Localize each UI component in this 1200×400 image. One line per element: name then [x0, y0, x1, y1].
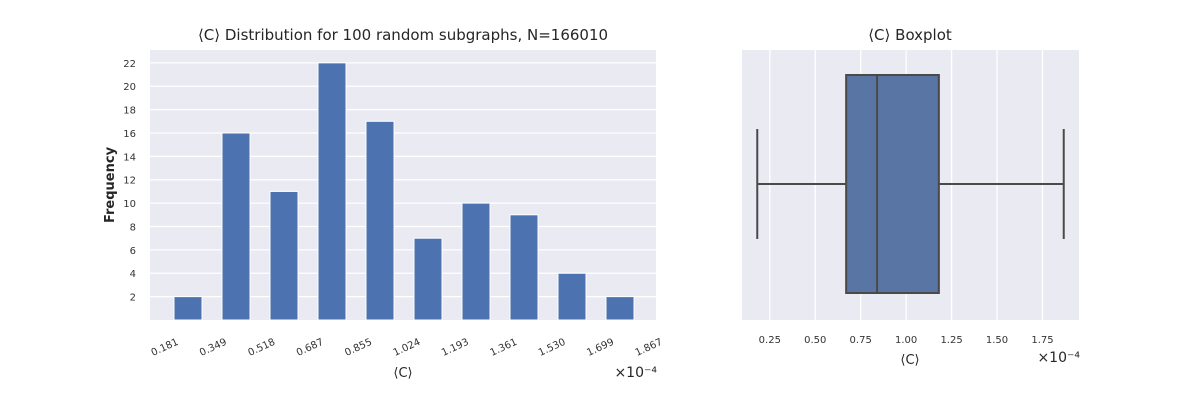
- histogram-x-tick-label: 0.518: [246, 337, 277, 359]
- histogram-x-tick-label: 0.181: [150, 337, 181, 359]
- histogram-x-tick-label: 1.867: [634, 337, 665, 359]
- histogram-title: ⟨C⟩ Distribution for 100 random subgraph…: [198, 26, 608, 44]
- histogram-bars: [173, 62, 635, 321]
- histogram-bar: [413, 237, 443, 321]
- boxplot-x-tick-label: 0.50: [804, 335, 826, 346]
- histogram-y-tick-label: 20: [123, 82, 136, 93]
- histogram-x-offset-label: ×10⁻⁴: [614, 365, 657, 381]
- histogram-bar: [557, 272, 587, 321]
- histogram-bar: [317, 62, 347, 321]
- histogram-y-tick-label: 2: [130, 293, 136, 304]
- boxplot-x-ticks: 0.25 0.50 0.75 1.00 1.25 1.50 1.75: [759, 335, 1054, 346]
- histogram-x-tick-label: 0.687: [295, 337, 326, 359]
- histogram-bar: [269, 190, 299, 321]
- boxplot-x-tick-label: 0.25: [759, 335, 781, 346]
- histogram-y-tick-label: 6: [130, 246, 136, 257]
- histogram-x-tick-label: 1.193: [440, 337, 471, 359]
- histogram-x-tick-label: 1.361: [488, 337, 519, 359]
- boxplot-x-tick-label: 0.75: [850, 335, 872, 346]
- histogram-bar: [509, 214, 539, 321]
- boxplot-x-offset-label: ×10⁻⁴: [1037, 350, 1080, 366]
- histogram-y-tick-label: 14: [123, 152, 136, 163]
- histogram-y-tick-label: 4: [130, 269, 136, 280]
- histogram-y-tick-label: 10: [123, 199, 136, 210]
- boxplot-x-tick-label: 1.25: [940, 335, 962, 346]
- histogram-x-tick-label: 1.530: [537, 337, 568, 359]
- histogram-bar: [221, 132, 251, 321]
- histogram-bar: [365, 120, 395, 321]
- boxplot-x-tick-label: 1.75: [1031, 335, 1053, 346]
- boxplot-panel: 0.25 0.50 0.75 1.00 1.25 1.50 1.75 ⟨C⟩ Boxplot…: [742, 26, 1080, 368]
- histogram-x-tick-label: 1.699: [585, 337, 616, 359]
- histogram-y-ticks: 2 4 6 8 10 12 14 16 18 20 22: [123, 59, 136, 304]
- histogram-x-tick-label: 1.024: [392, 337, 423, 359]
- histogram-bar: [461, 202, 491, 321]
- histogram-y-tick-label: 18: [123, 106, 136, 117]
- histogram-x-axis-label: ⟨C⟩: [393, 366, 412, 381]
- histogram-y-tick-label: 12: [123, 176, 136, 187]
- histogram-y-tick-label: 16: [123, 129, 136, 140]
- histogram-x-tick-label: 0.855: [343, 337, 374, 359]
- histogram-bar: [173, 296, 203, 321]
- boxplot-title: ⟨C⟩ Boxplot: [868, 26, 952, 44]
- histogram-bar: [605, 296, 635, 321]
- boxplot-elements: [756, 74, 1065, 294]
- histogram-y-tick-label: 22: [123, 59, 136, 70]
- boxplot-x-tick-label: 1.50: [986, 335, 1008, 346]
- boxplot-x-tick-label: 1.00: [895, 335, 917, 346]
- boxplot-x-axis-label: ⟨C⟩: [900, 353, 919, 368]
- histogram-y-tick-label: 8: [130, 222, 136, 233]
- histogram-x-ticks: 0.181 0.349 0.518 0.687 0.855 1.024 1.193 1.361…: [150, 337, 665, 359]
- boxplot-box: [845, 74, 940, 294]
- histogram-y-axis-label: Frequency: [103, 146, 118, 223]
- histogram-x-tick-label: 0.349: [198, 337, 229, 359]
